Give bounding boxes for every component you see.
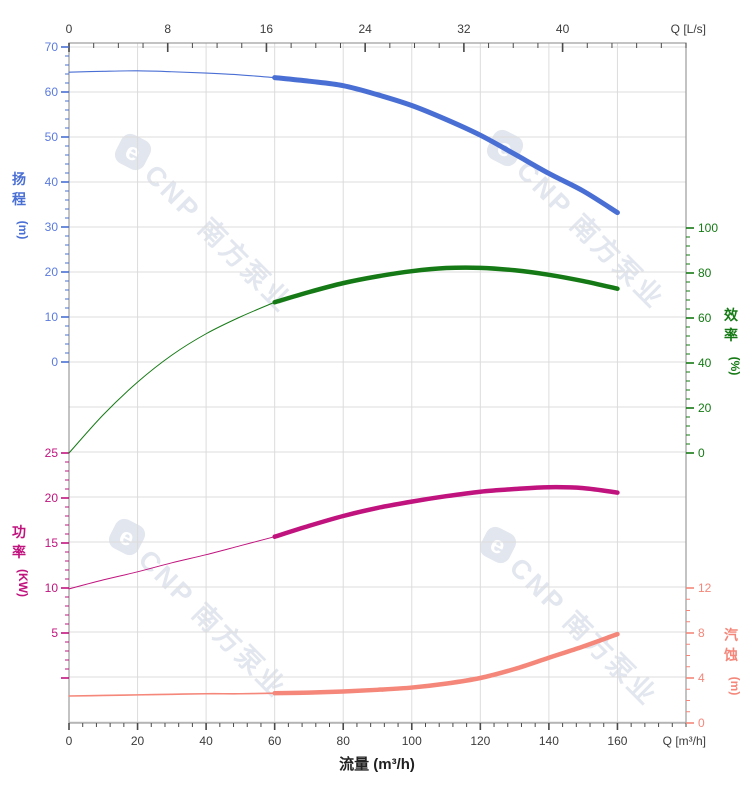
x-axis-top-tick-label: 0 [66,22,73,36]
x-axis-top-tick-label: 40 [556,22,570,36]
x-axis-bottom-tick-label: 20 [131,734,145,748]
x-axis-top-tick-label: 32 [457,22,471,36]
cnp-logo-icon: e [108,518,146,556]
y-axis-head-unit: (m) [16,221,30,240]
curve-head [272,75,620,216]
x-axis-bottom-tick-label: 100 [402,734,422,748]
y-axis-eff-unit: (%) [728,357,742,376]
x-axis-bottom-tick-label: 40 [199,734,213,748]
cnp-logo-icon: e [479,526,517,564]
curve-npsh [272,631,620,696]
cnp-logo-icon: e [114,133,152,171]
curve-power [272,484,620,539]
y-axis-npsh: 0 4 8 12 汽蚀 (m) [686,581,742,730]
y-axis-eff-tick-label: 100 [698,221,718,235]
y-axis-head-tick-label: 30 [45,220,59,234]
y-axis-head-title: 程 [12,191,26,207]
x-axis-top-tick-label: 16 [260,22,274,36]
x-axis-top-unit-label: Q [L/s] [671,22,706,36]
curve-power-thin [68,536,276,590]
y-axis-head-tick-label: 70 [45,40,59,54]
x-axis-bottom-tick-label: 160 [607,734,627,748]
y-axis-power-title: 功 [12,524,26,540]
plot-frame [68,42,687,724]
y-axis-npsh-unit: (m) [728,677,742,696]
y-axis-npsh-title: 蚀 [723,647,738,663]
y-axis-eff-tick-label: 20 [698,401,712,415]
y-axis-eff-title: 效 [724,307,739,323]
gridlines [68,43,687,723]
y-axis-power-tick-label: 20 [45,491,59,505]
curve-eff-thin [68,301,276,454]
x-axis-top-tick-label: 8 [164,22,171,36]
y-axis-npsh-tick-label: 4 [698,671,705,685]
y-axis-head-tick-label: 10 [45,310,59,324]
x-axis-bottom-tick-label: 60 [268,734,282,748]
x-axis-bottom-tick-label: 120 [470,734,490,748]
curve-eff [272,265,620,305]
y-axis-head-tick-label: 50 [45,130,59,144]
y-axis-eff-tick-label: 40 [698,356,712,370]
y-axis-head-tick-label: 40 [45,175,59,189]
y-axis-npsh-tick-label: 0 [698,716,705,730]
y-axis-eff-tick-label: 80 [698,266,712,280]
y-axis-head-title: 扬 [12,171,26,187]
y-axis-power: 5 10 15 20 25 功率 (KW) [12,446,69,679]
y-axis-power-unit: (KW) [16,569,30,597]
y-axis-eff: 0 20 40 60 80 100 效率 (%) [686,221,742,460]
x-axis-bottom-tick-label: 80 [337,734,351,748]
y-axis-npsh-title: 汽 [724,627,738,643]
y-axis-power-tick-label: 10 [45,581,59,595]
x-axis-top: 0 8 16 24 32 40 Q [L/s] [66,22,706,52]
y-axis-eff-tick-label: 60 [698,311,712,325]
y-axis-npsh-tick-label: 8 [698,626,705,640]
y-axis-eff-title: 率 [724,327,738,343]
y-axis-head-tick-label: 60 [45,85,59,99]
y-axis-power-tick-label: 15 [45,536,59,550]
x-axis-top-tick-label: 24 [358,22,372,36]
y-axis-power-tick-label: 25 [45,446,59,460]
y-axis-head: 0 10 20 30 40 50 60 70 扬程 (m) [12,40,69,369]
y-axis-head-tick-label: 20 [45,265,59,279]
x-axis-bottom-tick-label: 0 [66,734,73,748]
x-axis-title: 流量 (m³/h) [339,755,415,773]
curve-npsh-thin [68,692,276,697]
y-axis-npsh-tick-label: 12 [698,581,712,595]
y-axis-power-title: 率 [12,544,26,560]
y-axis-head-tick-label: 0 [51,355,58,369]
x-axis-bottom: 0 20 40 60 80 100 120 140 160 Q [m³/h] 流量 (m³/h) [66,723,706,773]
y-axis-eff-tick-label: 0 [698,446,705,460]
x-axis-bottom-tick-label: 140 [539,734,559,748]
y-axis-power-tick-label: 5 [51,626,58,640]
curve-head-thin [68,70,276,79]
x-axis-bottom-unit-label: Q [m³/h] [663,734,706,748]
